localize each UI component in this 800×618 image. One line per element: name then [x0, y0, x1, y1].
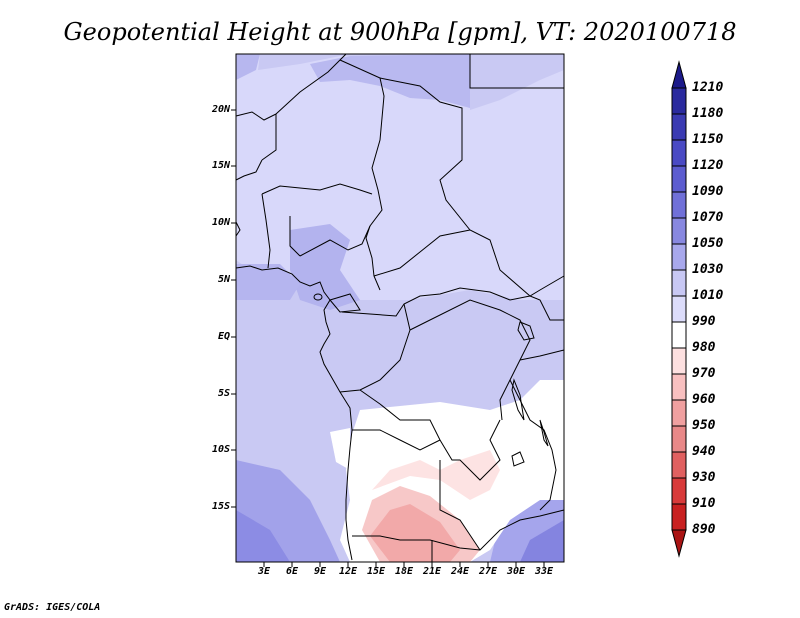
lake-victoria — [517, 321, 535, 341]
colorbar-label: 1210 — [692, 80, 724, 95]
field-dark-patch-cameroon — [290, 224, 360, 310]
lat-label: 5N — [217, 274, 230, 285]
lat-label: 15N — [211, 160, 230, 171]
lon-label: 30E — [506, 566, 526, 577]
lake-malawi — [539, 419, 549, 447]
colorbar-swatch — [671, 269, 687, 297]
colorbar-label: 1180 — [692, 106, 724, 121]
axis-ticks — [231, 109, 545, 567]
colorbar-swatch — [671, 529, 687, 558]
colorbar-swatch — [671, 477, 687, 505]
map-frame — [235, 53, 565, 563]
field-pink-light — [372, 450, 500, 500]
colorbar-swatch — [671, 191, 687, 219]
lon-label: 9E — [313, 566, 327, 577]
colorbar-label: 1030 — [692, 262, 724, 277]
colorbar-label: 1050 — [692, 236, 724, 251]
lon-label: 18E — [394, 566, 414, 577]
lat-label: 10N — [211, 217, 230, 228]
lake-kariba — [511, 451, 525, 467]
colorbar-label: 960 — [692, 392, 716, 407]
colorbar-swatch — [671, 113, 687, 141]
colorbar-label: 1150 — [692, 132, 724, 147]
colorbar — [671, 60, 687, 558]
colorbar-swatch — [671, 399, 687, 427]
lat-label: 10S — [211, 444, 230, 455]
lon-label: 6E — [285, 566, 299, 577]
map-panel — [231, 53, 565, 567]
colorbar-swatch — [671, 165, 687, 193]
colorbar-swatch — [671, 217, 687, 245]
field-darker-patch-se — [520, 520, 564, 562]
colorbar-label: 890 — [692, 522, 716, 537]
lat-label: EQ — [217, 331, 230, 342]
colorbar-label: 990 — [692, 314, 716, 329]
colorbar-swatch — [671, 373, 687, 401]
colorbar-label: 1070 — [692, 210, 724, 225]
colorbar-label: 1090 — [692, 184, 724, 199]
colorbar-swatch — [671, 60, 687, 89]
colorbar-label: 950 — [692, 418, 716, 433]
colorbar-label: 910 — [692, 496, 716, 511]
lat-label: 15S — [211, 501, 230, 512]
colorbar-swatch — [671, 451, 687, 479]
field-dark-patch-gulf — [236, 264, 300, 300]
lon-label: 3E — [257, 566, 271, 577]
colorbar-swatch — [671, 503, 687, 531]
lake-small — [313, 293, 323, 301]
colorbar-swatch — [671, 87, 687, 115]
colorbar-label: 970 — [692, 366, 716, 381]
lakes — [313, 293, 549, 467]
colorbar-swatch — [671, 347, 687, 375]
lon-label: 12E — [338, 566, 358, 577]
lat-label: 20N — [211, 104, 230, 115]
lon-label: 33E — [534, 566, 554, 577]
lon-label: 27E — [478, 566, 498, 577]
field-darker-patch-sw — [236, 510, 290, 562]
field-pink-dark — [370, 504, 460, 562]
colorbar-label: 930 — [692, 470, 716, 485]
field-white-patch-angola-coast — [330, 428, 350, 470]
colorbar-swatch — [671, 425, 687, 453]
colorbar-label: 1120 — [692, 158, 724, 173]
footer-credit: GrADS: IGES/COLA — [4, 602, 101, 613]
colorbar-swatch — [671, 295, 687, 323]
lon-label: 24E — [450, 566, 470, 577]
lake-tanganyika — [511, 378, 525, 421]
colorbar-swatch — [671, 139, 687, 167]
colorbar-label: 1010 — [692, 288, 724, 303]
field-dark-patch-nw — [236, 54, 260, 80]
colorbar-label: 940 — [692, 444, 716, 459]
lat-label: 5S — [217, 388, 230, 399]
colorbar-swatch — [671, 243, 687, 271]
map-title: Geopotential Height at 900hPa [gpm], VT:… — [63, 18, 737, 46]
colorbar-label: 980 — [692, 340, 716, 355]
colorbar-swatch — [671, 321, 687, 349]
lon-label: 21E — [422, 566, 442, 577]
country-borders — [235, 53, 565, 562]
lon-label: 15E — [366, 566, 386, 577]
